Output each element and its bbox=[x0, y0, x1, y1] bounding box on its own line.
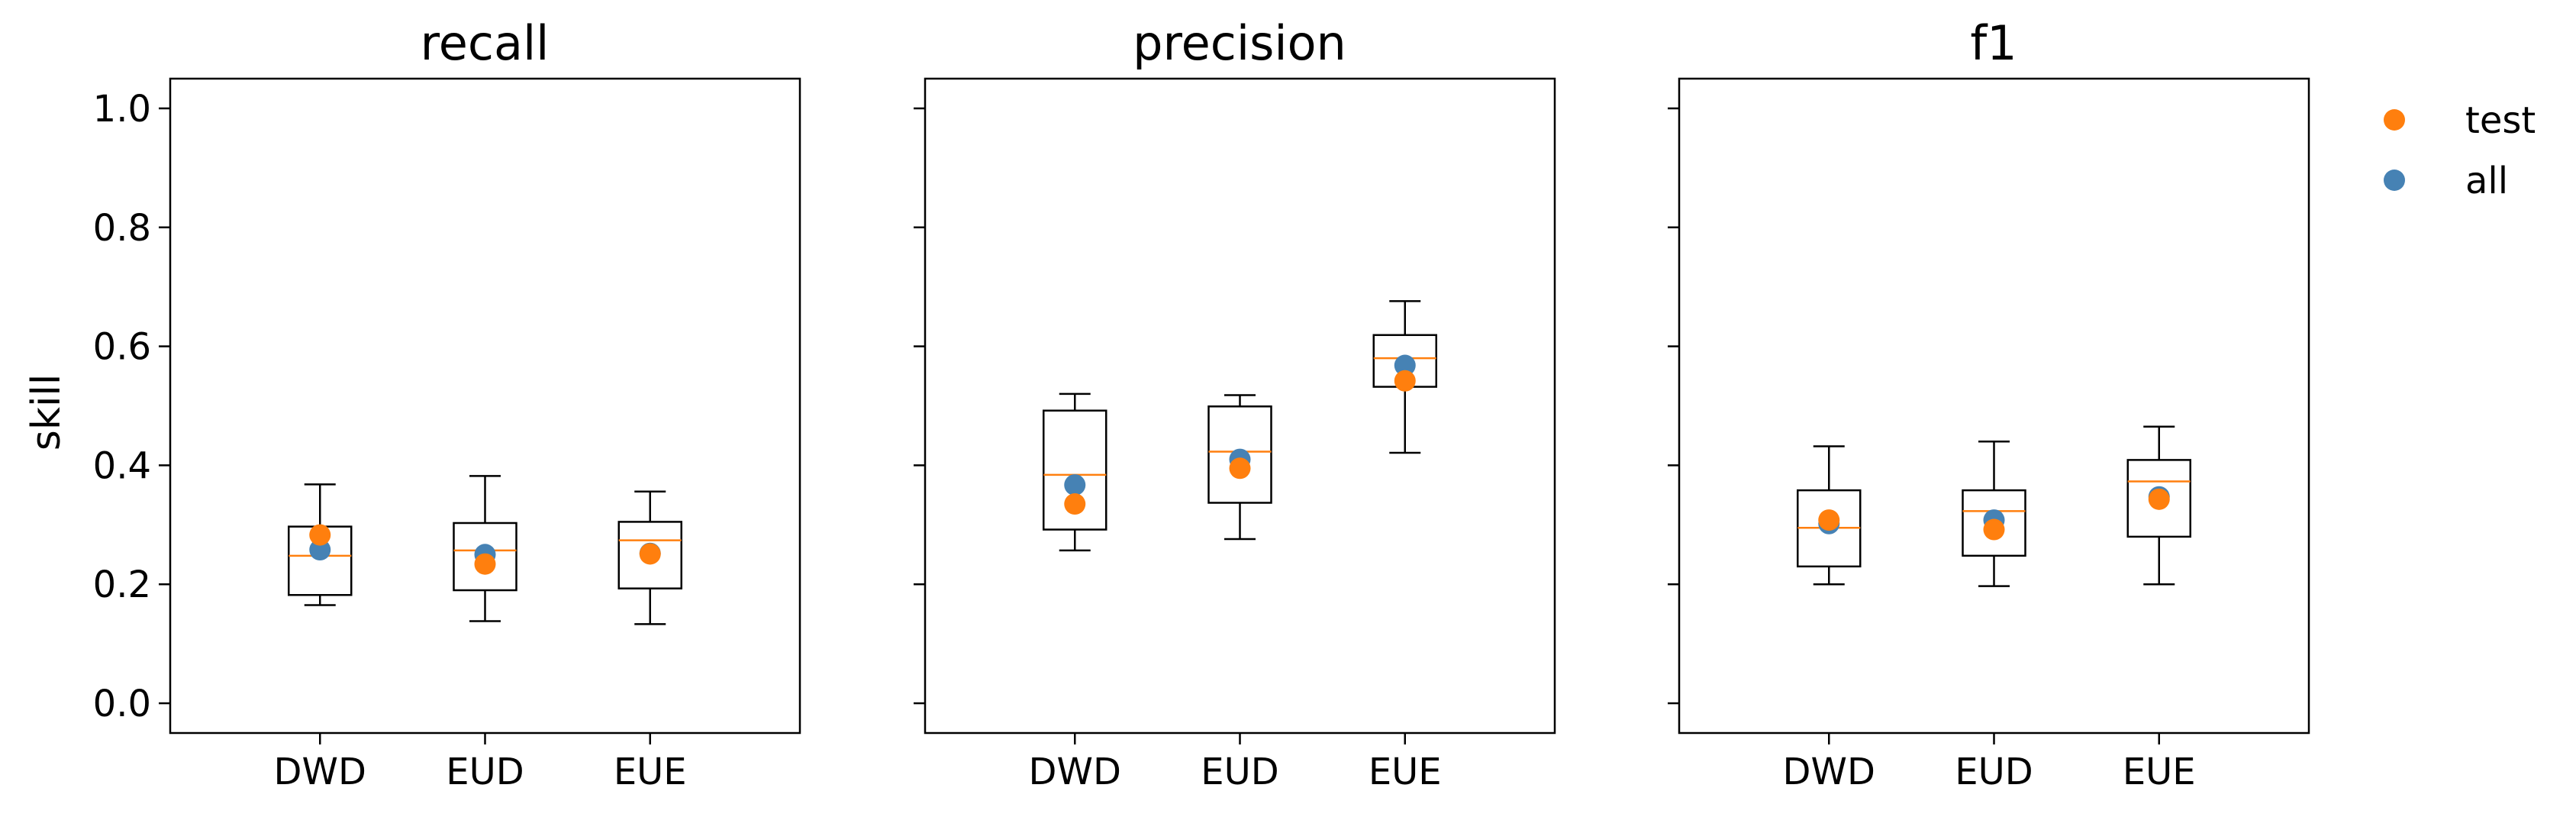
panel-recall: recall 0.0 0.2 0.4 0.6 0.8 1.0 DWD EUD EUE bbox=[93, 15, 801, 793]
x-tick-label-recall-eue: EUE bbox=[614, 751, 687, 793]
panel-title-precision: precision bbox=[1133, 15, 1346, 71]
box-recall-dwd: DWD bbox=[274, 483, 366, 793]
box-iqr bbox=[2126, 459, 2191, 538]
y-tick-label-0: 0.0 bbox=[93, 683, 151, 725]
panel-f1: f1 DWD EUD EUE bbox=[1668, 15, 2310, 793]
box-precision-dwd: DWD bbox=[1029, 392, 1121, 793]
x-tick-label-f1-dwd: DWD bbox=[1783, 751, 1875, 793]
panel-title-f1: f1 bbox=[1970, 15, 2017, 71]
x-tick-label-f1-eue: EUE bbox=[2123, 751, 2196, 793]
box-iqr bbox=[617, 521, 682, 589]
axes-frame-f1 bbox=[1678, 77, 2310, 735]
point-all bbox=[1064, 474, 1086, 496]
legend-marker-test bbox=[2384, 109, 2405, 131]
y-tick-label-4: 0.8 bbox=[93, 207, 151, 250]
legend-label-test: test bbox=[2465, 99, 2536, 142]
y-tick-label-5: 1.0 bbox=[93, 88, 151, 131]
axes-frame-recall bbox=[169, 77, 801, 735]
x-tick-label-recall-eud: EUD bbox=[446, 751, 524, 793]
panel-precision: precision DWD EUD EUE bbox=[914, 15, 1556, 793]
x-tick-label-precision-eue: EUE bbox=[1369, 751, 1442, 793]
x-tick-label-recall-dwd: DWD bbox=[274, 751, 366, 793]
panel-title-recall: recall bbox=[421, 15, 550, 71]
x-tick-label-f1-eud: EUD bbox=[1955, 751, 2033, 793]
box-iqr bbox=[1962, 489, 2026, 557]
point-test bbox=[1229, 457, 1251, 480]
box-f1-eue: EUE bbox=[2123, 425, 2196, 793]
box-precision-eud: EUD bbox=[1201, 394, 1279, 793]
point-test bbox=[2148, 488, 2170, 510]
point-test bbox=[309, 524, 331, 546]
box-iqr bbox=[1043, 409, 1107, 531]
x-tick-label-precision-dwd: DWD bbox=[1029, 751, 1121, 793]
point-test bbox=[1818, 509, 1840, 531]
point-test bbox=[1394, 370, 1416, 392]
point-test bbox=[639, 543, 661, 565]
y-tick-label-2: 0.4 bbox=[93, 444, 151, 487]
legend-label-all: all bbox=[2465, 160, 2508, 202]
x-tick-label-precision-eud: EUD bbox=[1201, 751, 1278, 793]
y-tick-label-3: 0.6 bbox=[93, 326, 151, 369]
legend: test all bbox=[2384, 99, 2536, 202]
point-all bbox=[1394, 354, 1416, 376]
point-test bbox=[1064, 493, 1086, 515]
box-iqr bbox=[1207, 405, 1272, 504]
box-precision-eue: EUE bbox=[1369, 300, 1442, 793]
box-f1-dwd: DWD bbox=[1783, 445, 1875, 793]
box-recall-eue: EUE bbox=[614, 490, 687, 793]
point-test bbox=[1983, 518, 2005, 541]
box-iqr bbox=[453, 522, 517, 592]
y-tick-label-1: 0.2 bbox=[93, 564, 151, 606]
point-test bbox=[474, 553, 496, 575]
legend-marker-all bbox=[2384, 170, 2405, 191]
box-recall-eud: EUD bbox=[446, 475, 524, 793]
point-all bbox=[309, 539, 331, 561]
y-axis-label: skill bbox=[24, 374, 69, 451]
box-f1-eud: EUD bbox=[1955, 440, 2033, 793]
